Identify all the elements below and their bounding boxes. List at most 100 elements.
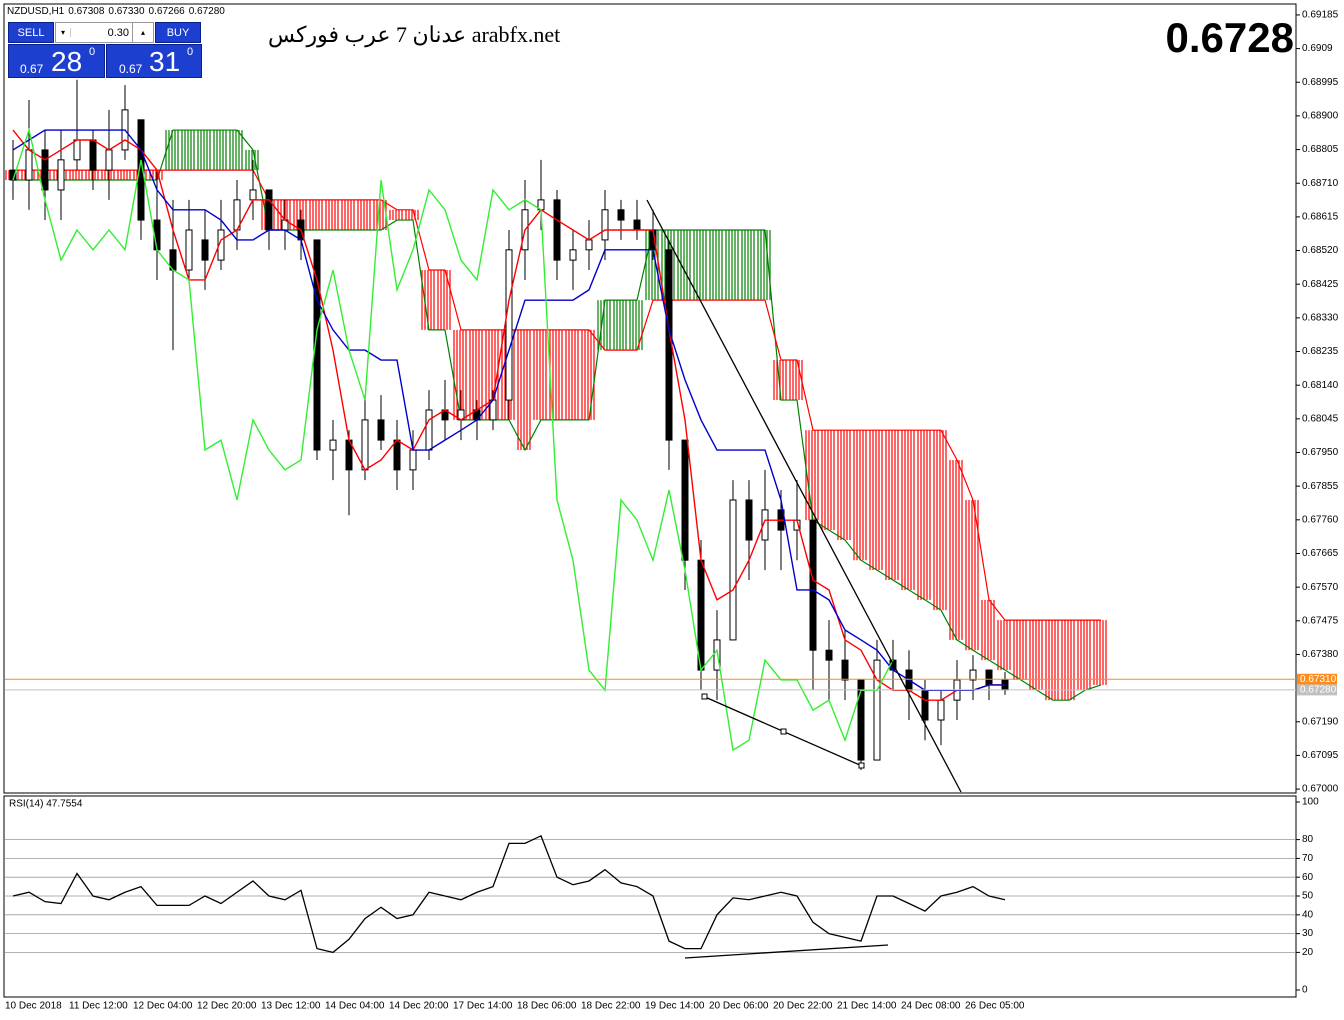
- candle-body: [745, 499, 753, 541]
- candle-body: [313, 239, 321, 451]
- lot-up[interactable]: ▴: [132, 22, 154, 43]
- y-tick-label: 0.68425: [1302, 279, 1339, 290]
- y-tick-label: 0.68615: [1302, 212, 1339, 223]
- y-tick-label: 0.69185: [1302, 10, 1339, 21]
- candle-body: [25, 149, 33, 181]
- x-tick-label: 14 Dec 20:00: [389, 1001, 449, 1012]
- price-tag-label: 0.67310: [1300, 674, 1337, 685]
- candle-body: [361, 419, 369, 471]
- indicator-line: [12, 127, 894, 752]
- y-tick-label: 0.6909: [1302, 43, 1333, 54]
- y-tick-label: 0: [1302, 985, 1308, 996]
- price-tag: [1297, 684, 1337, 696]
- x-tick-label: 12 Dec 20:00: [197, 1001, 257, 1012]
- price-big: 28: [51, 46, 83, 77]
- candle-body: [841, 659, 849, 681]
- y-tick-label: 0.67855: [1302, 481, 1339, 492]
- candle-body: [377, 419, 385, 441]
- span-a: [13, 129, 1102, 701]
- y-tick-label: 0.68520: [1302, 245, 1339, 256]
- ohlc: 0.67330: [108, 6, 145, 17]
- candle-body: [633, 219, 641, 231]
- buy-button[interactable]: BUY: [155, 22, 201, 43]
- y-tick-label: 0.67665: [1302, 548, 1339, 559]
- rsi-line: [12, 834, 1006, 954]
- y-tick-label: 0.67000: [1302, 784, 1339, 795]
- candle-body: [825, 649, 833, 661]
- sell-price[interactable]: 0.67 28 0: [8, 44, 105, 78]
- x-tick-label: 26 Dec 05:00: [965, 1001, 1025, 1012]
- y-tick-label: 0.68900: [1302, 111, 1339, 122]
- y-tick-label: 100: [1302, 797, 1319, 808]
- price-tag-label: 0.67280: [1300, 685, 1337, 696]
- x-tick-label: 18 Dec 22:00: [581, 1001, 641, 1012]
- candle-body: [937, 699, 945, 721]
- y-tick-label: 40: [1302, 909, 1314, 920]
- y-tick-label: 0.67760: [1302, 514, 1339, 525]
- price-prefix: 0.67: [20, 62, 44, 76]
- y-tick-label: 0.67570: [1302, 582, 1339, 593]
- header: NZDUSD,H1 0.67308 0.67330 0.67266 0.6728…: [7, 6, 225, 17]
- y-tick-label: 70: [1302, 853, 1314, 864]
- y-tick-label: 0.68805: [1302, 144, 1339, 155]
- candle-body: [969, 669, 977, 681]
- buy-price[interactable]: 0.67 31 0: [106, 44, 202, 78]
- price-small: 0: [187, 46, 194, 58]
- y-tick-label: 30: [1302, 928, 1314, 939]
- candle-body: [105, 149, 113, 171]
- ohlc: 0.67266: [148, 6, 185, 17]
- candle-body: [921, 689, 929, 721]
- sell-button[interactable]: SELL: [8, 22, 54, 43]
- x-tick-label: 11 Dec 12:00: [69, 1001, 128, 1012]
- indicator-line: [12, 129, 1005, 691]
- main-layer: 0.69185 0.6909 0.68995 0.68900 0.68805 0.6871…: [5, 10, 1339, 1012]
- price-prefix: 0.67: [119, 62, 143, 76]
- candle-body: [249, 189, 257, 201]
- lot-size: 0.30: [107, 26, 129, 39]
- anchor: [780, 728, 787, 735]
- candle-body: [265, 189, 273, 231]
- candle-body: [137, 119, 145, 221]
- candle-body: [89, 139, 97, 171]
- candle-body: [73, 139, 81, 161]
- rsi-trend-line: [684, 944, 889, 959]
- y-tick-label: 0.67475: [1302, 615, 1339, 626]
- lot-down[interactable]: ▾: [56, 28, 71, 37]
- x-tick-label: 12 Dec 04:00: [133, 1001, 193, 1012]
- candle-body: [217, 229, 225, 261]
- x-tick-label: 21 Dec 14:00: [837, 1001, 897, 1012]
- lot-input[interactable]: ▾ 0.30: [55, 22, 134, 43]
- price-tag: [1297, 673, 1337, 685]
- ohlc: 0.67280: [188, 6, 225, 17]
- price-small: 0: [89, 46, 96, 58]
- candle-body: [569, 249, 577, 261]
- x-tick-label: 17 Dec 14:00: [453, 1001, 513, 1012]
- y-tick-label: 0.67380: [1302, 649, 1339, 660]
- rsi-layer: 100 80 70 60 50 40 30 20 0: [5, 797, 1319, 996]
- x-tick-label: 24 Dec 08:00: [901, 1001, 961, 1012]
- x-tick-label: 10 Dec 2018: [5, 1001, 62, 1012]
- candle-body: [729, 499, 737, 641]
- x-tick-label: 18 Dec 06:00: [517, 1001, 577, 1012]
- candle-body: [617, 209, 625, 221]
- candle-body: [505, 249, 513, 401]
- anchor: [858, 762, 865, 769]
- y-tick-label: 0.67950: [1302, 447, 1339, 458]
- candle-body: [873, 659, 881, 761]
- y-tick-label: 0.68710: [1302, 178, 1339, 189]
- y-tick-label: 0.68140: [1302, 380, 1339, 391]
- anchor: [701, 693, 708, 700]
- y-tick-label: 80: [1302, 834, 1314, 845]
- y-tick-label: 0.68330: [1302, 313, 1339, 324]
- candle-body: [681, 439, 689, 561]
- candle-body: [329, 439, 337, 451]
- rsi-frame: [3, 795, 1297, 998]
- candle-body: [761, 509, 769, 541]
- x-tick-label: 20 Dec 22:00: [773, 1001, 833, 1012]
- candle-body: [57, 159, 65, 191]
- x-tick-label: 19 Dec 14:00: [645, 1001, 705, 1012]
- y-tick-label: 50: [1302, 891, 1314, 902]
- y-tick-label: 0.67095: [1302, 750, 1339, 761]
- watermark: عدنان 7 عرب فوركس arabfx.net: [268, 22, 561, 47]
